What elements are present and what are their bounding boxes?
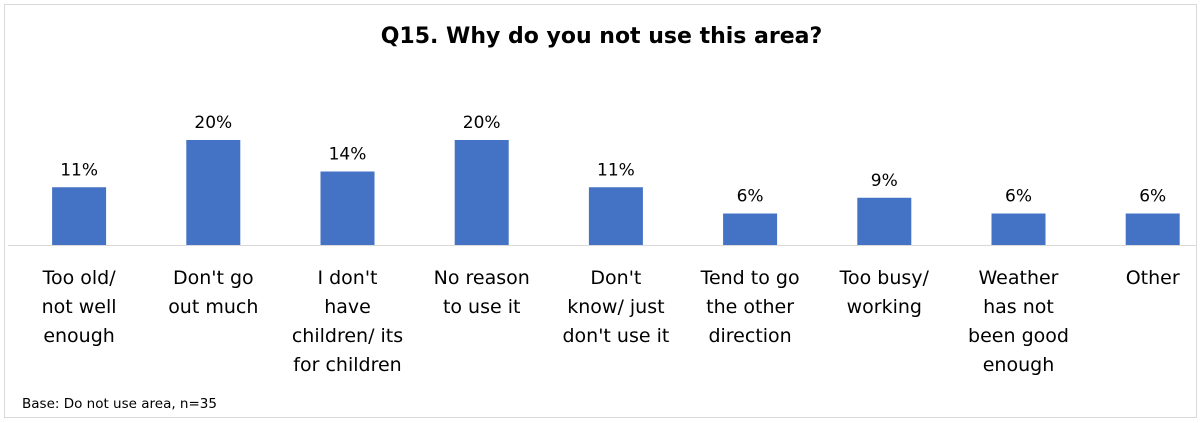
category-label: don't use it: [562, 325, 669, 347]
data-label: 14%: [329, 145, 367, 165]
bar: [320, 171, 375, 245]
category-label: been good: [968, 325, 1069, 347]
data-label: 11%: [597, 160, 635, 180]
category-label: Other: [1126, 267, 1180, 289]
bar: [857, 197, 912, 245]
data-label: 6%: [1139, 187, 1166, 207]
bar: [52, 187, 107, 245]
data-label: 11%: [60, 160, 98, 180]
category-label: have: [324, 296, 371, 318]
bar: [454, 140, 509, 245]
chart-title: Q15. Why do you not use this area?: [380, 24, 823, 49]
category-label: children/ its: [292, 325, 403, 347]
category-label: not well: [42, 296, 117, 318]
category-label: enough: [983, 354, 1055, 376]
bar: [991, 213, 1046, 245]
category-label: the other: [706, 296, 794, 318]
category-label: Too old/: [42, 267, 117, 289]
category-label: to use it: [443, 296, 521, 318]
category-label: Tend to go: [700, 267, 800, 289]
category-label: I don't: [317, 267, 377, 289]
data-label: 6%: [737, 187, 764, 207]
category-label: Don't: [590, 267, 641, 289]
bar: [1125, 213, 1180, 245]
bar: [186, 140, 241, 245]
category-label: direction: [708, 325, 791, 347]
category-label: Weather: [979, 267, 1059, 289]
bar: [723, 213, 778, 245]
footnote: Base: Do not use area, n=35: [22, 396, 217, 412]
category-label: working: [847, 296, 922, 318]
data-label: 9%: [871, 171, 898, 191]
category-label: for children: [293, 354, 401, 376]
bar: [588, 187, 643, 245]
category-label: Don't go: [173, 267, 254, 289]
category-label: know/ just: [567, 296, 664, 318]
category-label: has not: [983, 296, 1054, 318]
category-label: Too busy/: [839, 267, 930, 289]
category-label: enough: [43, 325, 115, 347]
data-label: 20%: [463, 113, 501, 133]
data-label: 6%: [1005, 187, 1032, 207]
category-label: No reason: [434, 267, 530, 289]
category-label: out much: [168, 296, 258, 318]
data-label: 20%: [194, 113, 232, 133]
